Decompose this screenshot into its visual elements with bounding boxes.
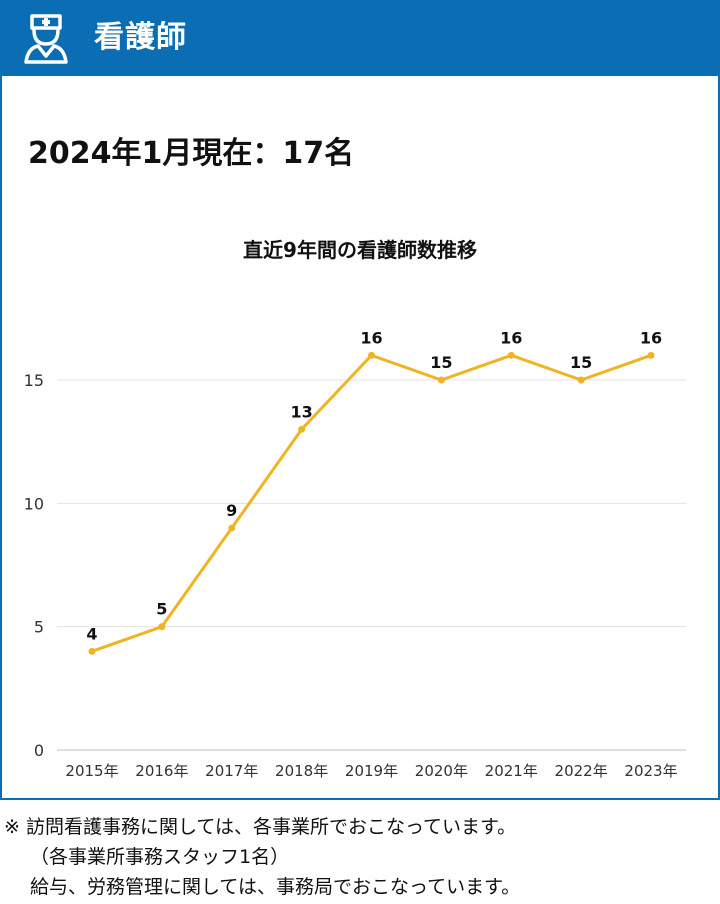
data-label: 16 — [640, 328, 662, 347]
chart-title: 直近9年間の看護師数推移 — [243, 238, 477, 262]
y-tick-label: 0 — [34, 741, 44, 760]
data-label: 16 — [360, 328, 382, 347]
data-point — [647, 351, 655, 359]
x-tick-label: 2022年 — [555, 762, 608, 780]
header-bar: 看護師 — [0, 0, 720, 76]
data-label: 13 — [290, 402, 312, 421]
data-point — [158, 623, 166, 631]
data-point — [298, 425, 306, 433]
data-point — [507, 351, 515, 359]
header-title: 看護師 — [94, 20, 187, 55]
x-tick-label: 2019年 — [345, 762, 398, 780]
data-point — [437, 376, 445, 384]
x-tick-label: 2017年 — [205, 762, 258, 780]
data-label: 16 — [500, 328, 522, 347]
notes: ※ 訪問看護事務に関しては、各事業所でおこなっています。 （各事業所事務スタッフ… — [4, 812, 520, 902]
data-label: 15 — [570, 353, 592, 372]
nurse-icon — [24, 14, 68, 64]
data-point — [577, 376, 585, 384]
x-tick-label: 2023年 — [624, 762, 677, 780]
data-point — [368, 351, 375, 359]
data-label: 9 — [226, 501, 237, 520]
x-tick-label: 2020年 — [415, 762, 468, 780]
x-tick-label: 2015年 — [65, 762, 118, 780]
data-point — [228, 524, 236, 532]
note-line-2: （各事業所事務スタッフ1名） — [30, 846, 290, 868]
data-point — [88, 647, 96, 655]
x-tick-label: 2018年 — [275, 762, 328, 780]
staff-count-text: 2024年1月現在：17名 — [28, 136, 355, 171]
x-tick-label: 2016年 — [135, 762, 188, 780]
note-line-1: ※ 訪問看護事務に関しては、各事業所でおこなっています。 — [4, 816, 517, 838]
nurse-trend-chart: 直近9年間の看護師数推移 0 5 10 15 2015年 2016年 2017年 2018年 20… — [24, 238, 686, 780]
y-tick-label: 10 — [24, 494, 44, 513]
x-tick-label: 2021年 — [485, 762, 538, 780]
y-tick-label: 15 — [24, 371, 44, 390]
data-label: 15 — [430, 353, 452, 372]
data-label: 4 — [86, 624, 97, 643]
note-line-3: 給与、労務管理に関しては、事務局でおこなっています。 — [30, 876, 521, 898]
data-label: 5 — [156, 600, 167, 619]
y-tick-label: 5 — [34, 618, 44, 637]
